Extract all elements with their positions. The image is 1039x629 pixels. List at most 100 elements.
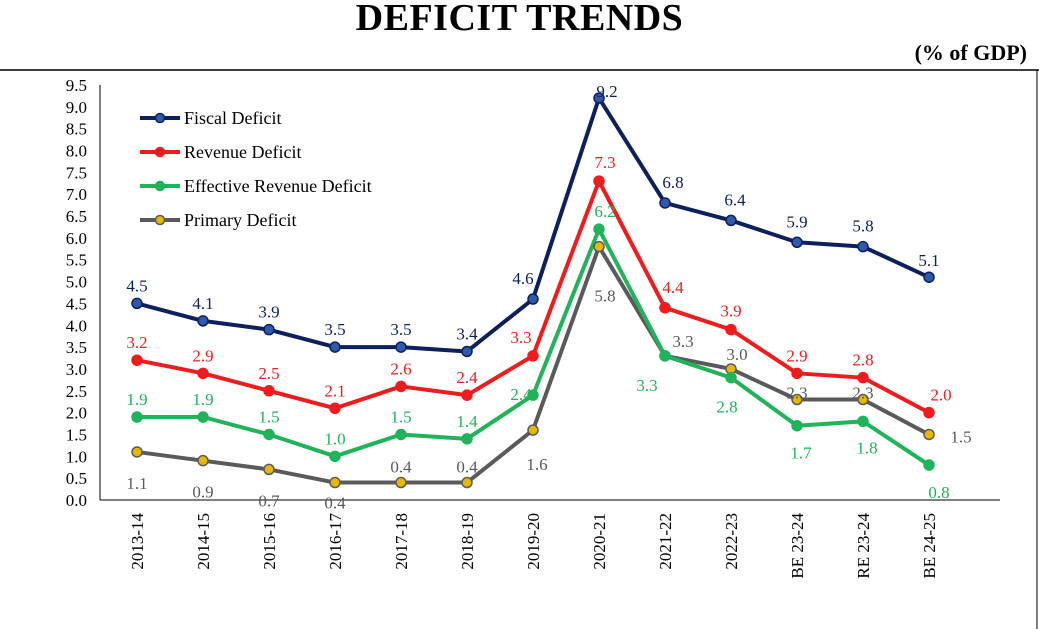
data-label: 6.2 [594, 202, 615, 221]
y-tick-label: 2.5 [66, 382, 87, 401]
data-point [791, 236, 803, 249]
data-point [197, 315, 209, 327]
y-tick-label: 0.0 [66, 491, 87, 510]
data-point [791, 367, 803, 380]
data-point [659, 350, 671, 362]
x-tick-label: 2015-16 [260, 513, 279, 570]
y-tick-label: 9.0 [66, 98, 87, 117]
data-label: 2.3 [852, 384, 873, 403]
data-point [197, 411, 209, 423]
data-point [923, 459, 935, 471]
x-tick-label: 2019-20 [524, 513, 543, 570]
x-tick-label: 2013-14 [128, 513, 147, 570]
y-tick-label: 0.5 [66, 469, 87, 488]
data-point [725, 214, 737, 227]
x-tick-label: 2014-15 [194, 513, 213, 570]
data-point [395, 476, 407, 489]
x-tick-label: BE 24-25 [920, 513, 939, 579]
y-tick-label: 1.5 [66, 425, 87, 444]
legend-label: Fiscal Deficit [184, 108, 281, 128]
data-point [197, 367, 209, 380]
data-label: 5.8 [852, 217, 873, 236]
x-axis: 2013-14 2014-15 2015-16 2016-17 2017-18 2018-… [100, 499, 1000, 579]
data-label: 1.5 [950, 427, 971, 446]
x-tick-label: 2020-21 [590, 513, 609, 570]
data-label: 1.7 [790, 444, 812, 463]
data-label: 1.1 [126, 474, 147, 493]
data-point [659, 302, 671, 314]
data-point [395, 428, 407, 441]
data-point [461, 476, 473, 489]
y-tick-label: 8.0 [66, 142, 87, 161]
y-axis: 0.0 0.5 1.0 1.5 2.0 2.5 3.0 3.5 4.0 4.5 5.0 5.5 6.0 6… [66, 76, 101, 510]
data-point [593, 240, 605, 253]
y-tick-label: 5.0 [66, 273, 87, 292]
data-label: 1.8 [856, 438, 877, 457]
data-label: 6.8 [662, 173, 683, 192]
data-label: 4.6 [512, 269, 533, 288]
y-tick-label: 5.5 [66, 251, 87, 270]
legend: Fiscal Deficit Revenue Deficit Effective R… [140, 108, 372, 230]
y-tick-label: 4.5 [66, 294, 87, 313]
data-point [659, 197, 671, 209]
data-label: 2.0 [930, 386, 951, 405]
data-point [131, 411, 143, 423]
data-label: 2.8 [852, 351, 873, 370]
data-label: 2.1 [324, 381, 345, 400]
y-tick-label: 3.0 [66, 360, 87, 379]
y-tick-label: 6.5 [66, 207, 87, 226]
data-label: 4.4 [662, 278, 684, 297]
x-tick-label: RE 23-24 [854, 513, 873, 579]
data-label: 3.9 [720, 302, 741, 321]
data-point [527, 424, 539, 436]
x-tick-label: 2017-18 [392, 513, 411, 570]
data-label: 1.5 [258, 407, 279, 426]
data-label: 2.4 [456, 368, 478, 387]
data-point [527, 389, 539, 401]
y-tick-label: 9.5 [66, 76, 87, 95]
data-label: 3.3 [672, 332, 693, 351]
unit-label: (% of GDP) [914, 40, 1027, 65]
data-point [725, 323, 737, 336]
data-point [131, 446, 143, 458]
data-point [593, 92, 605, 104]
data-label: 2.9 [192, 346, 213, 365]
data-point [857, 240, 869, 253]
series-points [131, 92, 935, 489]
legend-label: Revenue Deficit [184, 142, 301, 162]
data-point [461, 345, 473, 358]
x-tick-label: 2022-23 [722, 513, 741, 570]
data-label: 1.0 [324, 429, 345, 448]
y-tick-label: 3.5 [66, 338, 87, 357]
data-label: 3.0 [726, 345, 747, 364]
data-label: 7.3 [594, 153, 615, 172]
data-label: 0.8 [928, 483, 949, 502]
data-point [725, 371, 737, 384]
data-point [263, 323, 275, 336]
data-label: 5.8 [594, 287, 615, 306]
data-label: 0.4 [456, 458, 478, 477]
data-labels: 4.5 4.1 3.9 3.5 3.5 3.4 4.6 9.2 6.8 6.4 5.9 5.8 5.1 3… [126, 82, 971, 512]
y-tick-label: 1.0 [66, 447, 87, 466]
data-label: 2.5 [258, 364, 279, 383]
data-label: 3.2 [126, 333, 147, 352]
data-point [791, 419, 803, 432]
data-point [263, 385, 275, 397]
data-label: 1.9 [192, 390, 213, 409]
legend-label: Primary Deficit [184, 210, 296, 230]
x-tick-label: 2021-22 [656, 513, 675, 570]
data-label: 3.5 [390, 320, 411, 339]
data-label: 2.8 [716, 398, 737, 417]
data-point [527, 350, 539, 362]
data-point [329, 341, 341, 353]
data-point [923, 271, 935, 283]
y-tick-label: 2.0 [66, 404, 87, 423]
data-label: 5.9 [786, 212, 807, 231]
data-label: 4.5 [126, 276, 147, 295]
data-point [197, 454, 209, 467]
x-tick-label: 2018-19 [458, 513, 477, 570]
data-label: 2.3 [786, 384, 807, 403]
data-label: 3.4 [456, 324, 478, 343]
data-point [857, 415, 869, 428]
y-tick-label: 8.5 [66, 120, 87, 139]
